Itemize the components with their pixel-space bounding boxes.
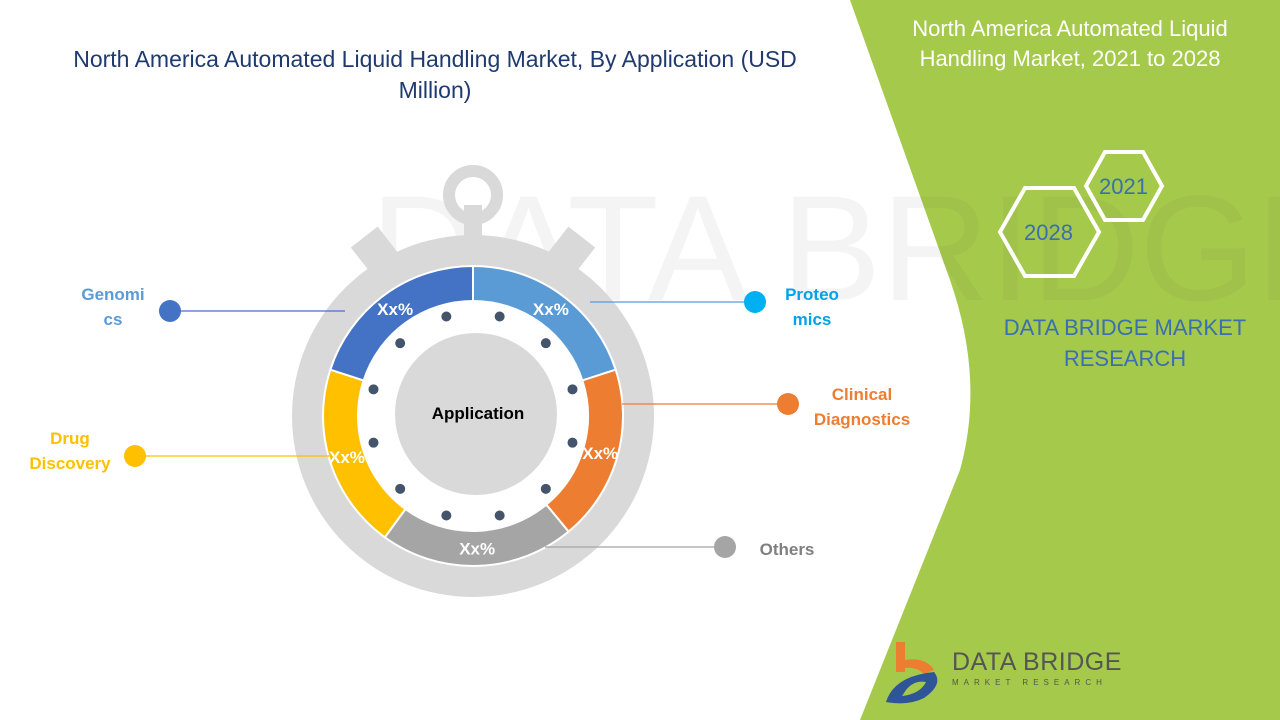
tick-dot bbox=[395, 338, 406, 349]
year-2021: 2021 bbox=[1099, 174, 1148, 199]
slice-genomics bbox=[329, 264, 474, 382]
year-2028: 2028 bbox=[1024, 220, 1073, 245]
tick-dot bbox=[567, 384, 578, 395]
category-label: Genomi cs bbox=[81, 285, 145, 329]
tick-dot bbox=[441, 510, 452, 521]
side-panel bbox=[850, 0, 1280, 720]
logo-tagline: MARKET RESEARCH bbox=[952, 678, 1107, 687]
category-label: Drug Discovery bbox=[29, 429, 111, 473]
tick-dot bbox=[494, 311, 505, 322]
legend-marker bbox=[744, 291, 766, 313]
side-title: North America Automated Liquid Handling … bbox=[912, 16, 1228, 71]
legend-marker bbox=[124, 445, 146, 467]
slice-value-label: Xx% bbox=[377, 300, 413, 319]
tick-dot bbox=[540, 483, 551, 494]
legend-marker bbox=[159, 300, 181, 322]
logo-icon bbox=[886, 642, 938, 704]
tick-dot bbox=[441, 311, 452, 322]
tick-dot bbox=[540, 338, 551, 349]
tick-dot bbox=[395, 483, 406, 494]
tick-dot bbox=[567, 437, 578, 448]
legend-marker bbox=[777, 393, 799, 415]
slice-value-label: Xx% bbox=[459, 539, 495, 558]
center-label: Application bbox=[432, 404, 525, 423]
logo-name: DATA BRIDGE bbox=[952, 648, 1122, 676]
tick-dot bbox=[494, 510, 505, 521]
center-circle bbox=[395, 333, 557, 495]
category-label: Clinical Diagnostics bbox=[813, 385, 911, 429]
tick-dot bbox=[368, 384, 379, 395]
slice-value-label: Xx% bbox=[329, 448, 365, 467]
slice-value-label: Xx% bbox=[533, 300, 569, 319]
hexagon-2028 bbox=[997, 186, 1102, 278]
slice-value-label: Xx% bbox=[582, 444, 618, 463]
brand-text: DATA BRIDGE MARKET RESEARCH bbox=[1003, 315, 1247, 371]
chart-title: North America Automated Liquid Handling … bbox=[73, 46, 797, 103]
category-label: Others bbox=[759, 540, 815, 559]
tick-dot bbox=[368, 437, 379, 448]
category-label: Proteo mics bbox=[785, 285, 839, 329]
stopwatch-stem bbox=[464, 205, 482, 245]
hexagon-2021 bbox=[1083, 150, 1165, 222]
legend-marker bbox=[714, 536, 736, 558]
